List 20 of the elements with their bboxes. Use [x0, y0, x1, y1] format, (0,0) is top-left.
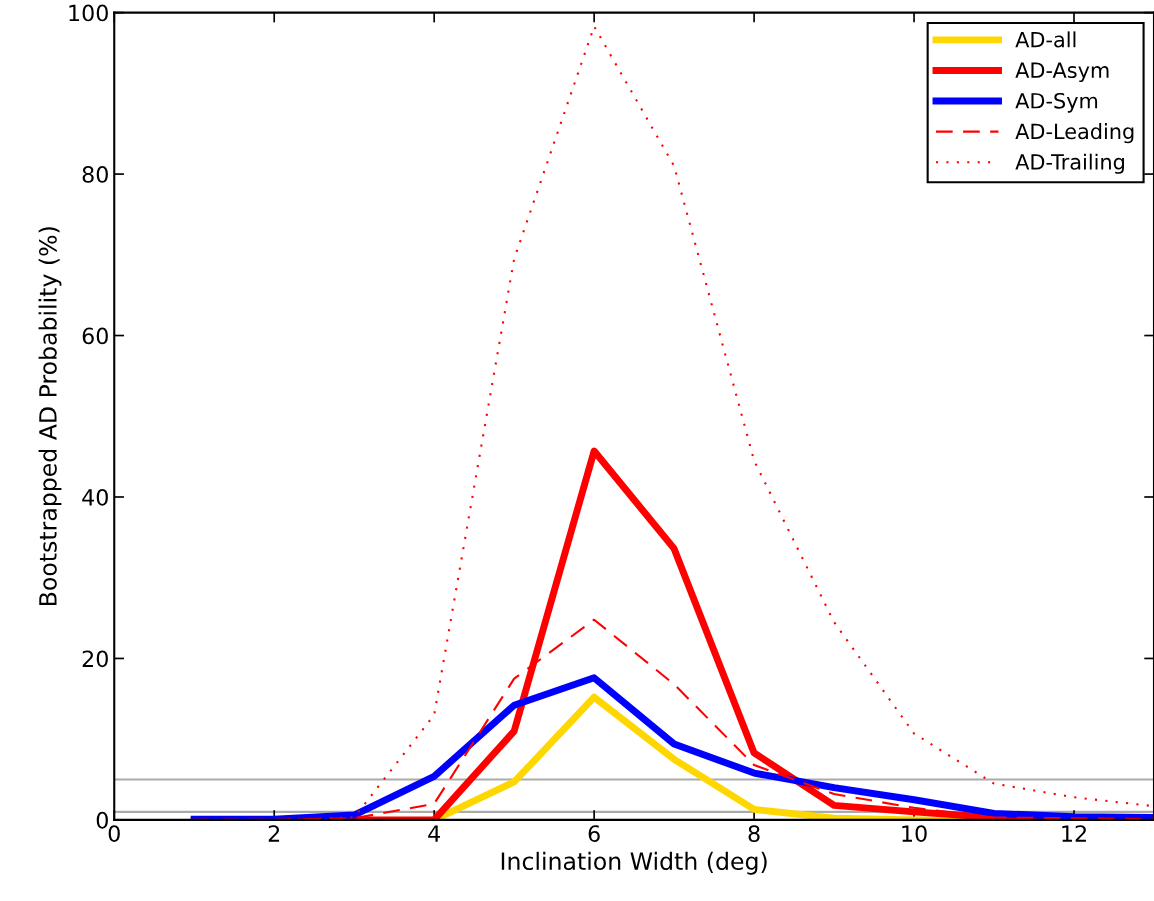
- y-tick-label: 60: [82, 327, 108, 345]
- legend-label: AD-Leading: [1015, 123, 1134, 144]
- y-tick-label: 0: [96, 811, 108, 829]
- y-tick-label: 40: [82, 488, 108, 506]
- x-tick-label: 6: [588, 825, 600, 842]
- x-axis-title: Inclination Width (deg): [501, 851, 767, 875]
- legend-label: AD-all: [1015, 31, 1076, 48]
- x-tick-label: 8: [748, 825, 760, 842]
- legend-label: AD-Sym: [1015, 92, 1098, 113]
- y-axis-title: Bootstrapped AD Probability (%): [38, 227, 62, 605]
- x-tick-label: 4: [428, 825, 440, 842]
- y-tick-label: 80: [82, 166, 108, 183]
- x-tick-label: 0: [108, 825, 120, 842]
- legend-label: AD-Asym: [1015, 62, 1109, 83]
- x-tick-label: 2: [268, 825, 280, 842]
- y-tick-label: 20: [82, 650, 108, 668]
- legend-label: AD-Trailing: [1015, 153, 1124, 174]
- x-tick-label: 10: [902, 825, 927, 842]
- x-tick-label: 12: [1062, 825, 1086, 842]
- y-tick-label: 100: [69, 4, 108, 22]
